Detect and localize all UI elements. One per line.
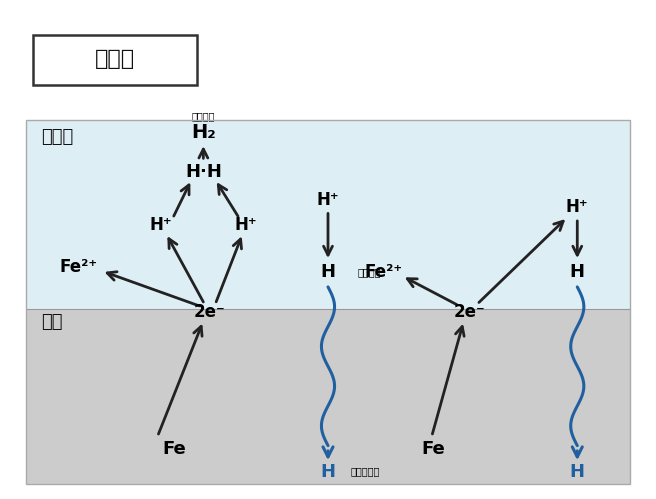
- Bar: [26, 120, 630, 309]
- Text: Fe: Fe: [421, 440, 445, 458]
- Text: H⁺: H⁺: [150, 216, 172, 234]
- Text: 水素原子: 水素原子: [358, 267, 381, 277]
- Bar: [26, 120, 630, 484]
- Bar: [26, 309, 630, 484]
- Text: H⁺: H⁺: [235, 216, 257, 234]
- Text: 2e⁻: 2e⁻: [194, 303, 226, 321]
- Text: H: H: [321, 463, 335, 481]
- Text: 鋼材: 鋼材: [41, 313, 62, 331]
- Text: Fe²⁺: Fe²⁺: [60, 258, 98, 276]
- Text: Fe: Fe: [162, 440, 186, 458]
- Text: H: H: [570, 263, 584, 281]
- Text: 鋼中へ侵入: 鋼中へ侵入: [351, 467, 380, 477]
- Text: H⁺: H⁺: [566, 198, 588, 216]
- Text: 水素ガス: 水素ガス: [192, 111, 215, 121]
- FancyBboxPatch shape: [33, 35, 197, 85]
- Text: H: H: [321, 263, 335, 281]
- Text: 酸性液: 酸性液: [41, 128, 73, 146]
- Text: Fe²⁺: Fe²⁺: [365, 263, 403, 281]
- Text: H: H: [570, 463, 584, 481]
- Text: 2e⁻: 2e⁻: [453, 303, 485, 321]
- Text: 酸洗い: 酸洗い: [94, 49, 135, 69]
- Text: H₂: H₂: [191, 123, 216, 142]
- Text: H⁺: H⁺: [317, 191, 339, 209]
- Text: H·H: H·H: [185, 163, 222, 181]
